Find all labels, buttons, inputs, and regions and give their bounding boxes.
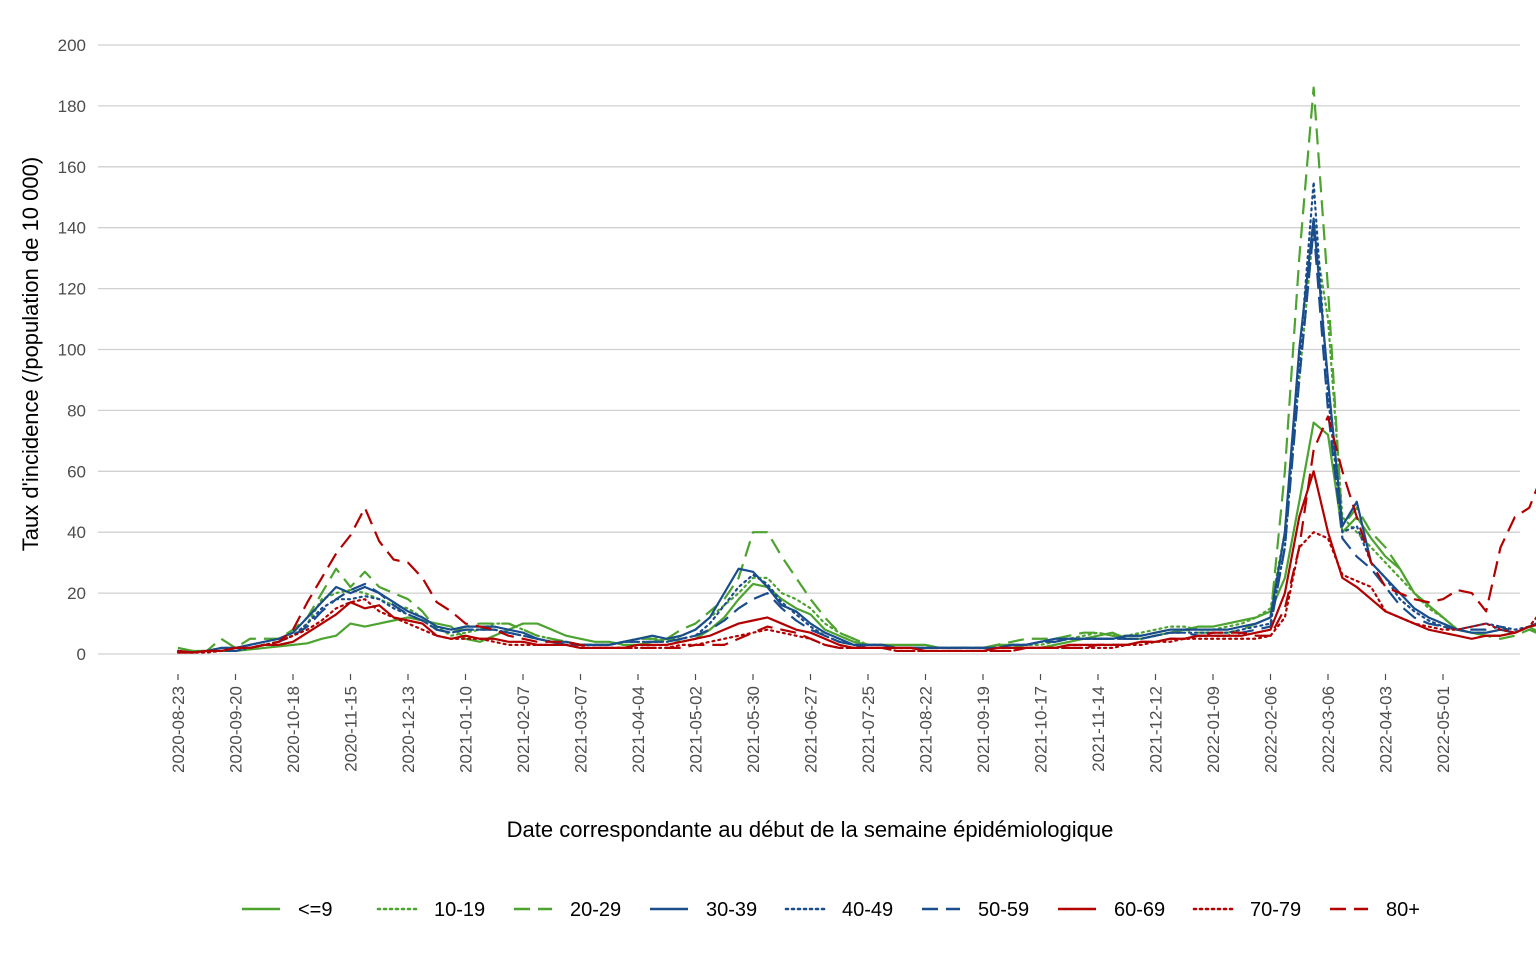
legend-label: 60-69: [1114, 899, 1165, 921]
x-tick-label: 2022-02-06: [1262, 686, 1281, 773]
series-line-2: [177, 86, 1536, 653]
x-tick-label: 2021-04-04: [629, 686, 648, 773]
legend-label: 40-49: [842, 899, 893, 921]
x-tick-label: 2021-05-30: [744, 686, 763, 773]
y-tick-label: 140: [58, 219, 86, 238]
x-tick-label: 2021-03-07: [572, 686, 591, 773]
x-tick-label: 2020-12-13: [399, 686, 418, 773]
y-tick-label: 120: [58, 280, 86, 299]
y-tick-label: 200: [58, 36, 86, 55]
x-tick-label: 2020-11-15: [342, 686, 361, 772]
legend: <=9 10-19 20-29 30-39 40-49 50-59 60-69 70-79 80…: [242, 899, 1420, 921]
y-tick-label: 100: [58, 341, 86, 360]
y-tick-label: 40: [67, 523, 86, 542]
x-tick-label: 2021-02-07: [514, 686, 533, 773]
series-line-8: [178, 415, 1536, 654]
legend-label: 10-19: [434, 899, 485, 921]
y-tick-label: 60: [67, 462, 86, 481]
x-tick-label: 2021-11-14: [1089, 686, 1108, 772]
x-tick-label: 2022-04-03: [1377, 686, 1396, 773]
legend-label: 80+: [1386, 899, 1420, 921]
x-axis-title: Date correspondante au début de la semai…: [507, 817, 1114, 842]
y-gridlines: [98, 44, 1520, 655]
x-tick-label: 2021-09-19: [974, 686, 993, 773]
series-line-0: [177, 421, 1536, 653]
x-tick-label: 2022-01-09: [1204, 686, 1223, 773]
y-tick-labels: 0 20 40 60 80 100 120 140 160 180 200: [58, 36, 86, 664]
series-line-6: [177, 470, 1536, 654]
x-tick-label: 2020-09-20: [227, 686, 246, 773]
x-tick-label: 2021-07-25: [859, 686, 878, 773]
y-axis-title: Taux d'incidence (/population de 10 000): [18, 157, 43, 551]
x-tick-label: 2022-05-01: [1434, 686, 1453, 773]
legend-label: 30-39: [706, 899, 757, 921]
x-tick-label: 2022-03-06: [1319, 686, 1338, 773]
x-tick-label: 2021-05-02: [687, 686, 706, 773]
legend-label: 20-29: [570, 899, 621, 921]
y-tick-label: 180: [58, 97, 86, 116]
y-tick-label: 160: [58, 158, 86, 177]
x-tick-label: 2021-01-10: [457, 686, 476, 773]
x-tick-label: 2021-08-22: [917, 686, 936, 773]
series-lines: [176, 86, 1536, 654]
x-tick-label: 2021-12-12: [1147, 686, 1166, 773]
y-tick-label: 0: [77, 645, 86, 664]
x-tick-label: 2020-08-23: [169, 686, 188, 773]
x-tick-label: 2020-10-18: [284, 686, 303, 773]
legend-label: 50-59: [978, 899, 1029, 921]
y-tick-label: 20: [67, 584, 86, 603]
x-tick-labels: 2020-08-23 2020-09-20 2020-10-18 2020-11-15…: [169, 674, 1453, 773]
legend-label: <=9: [298, 899, 332, 921]
x-tick-label: 2021-10-17: [1032, 686, 1051, 773]
y-tick-label: 80: [67, 401, 86, 420]
series-line-7: [176, 531, 1536, 654]
x-tick-label: 2021-06-27: [802, 686, 821, 773]
legend-label: 70-79: [1250, 899, 1301, 921]
